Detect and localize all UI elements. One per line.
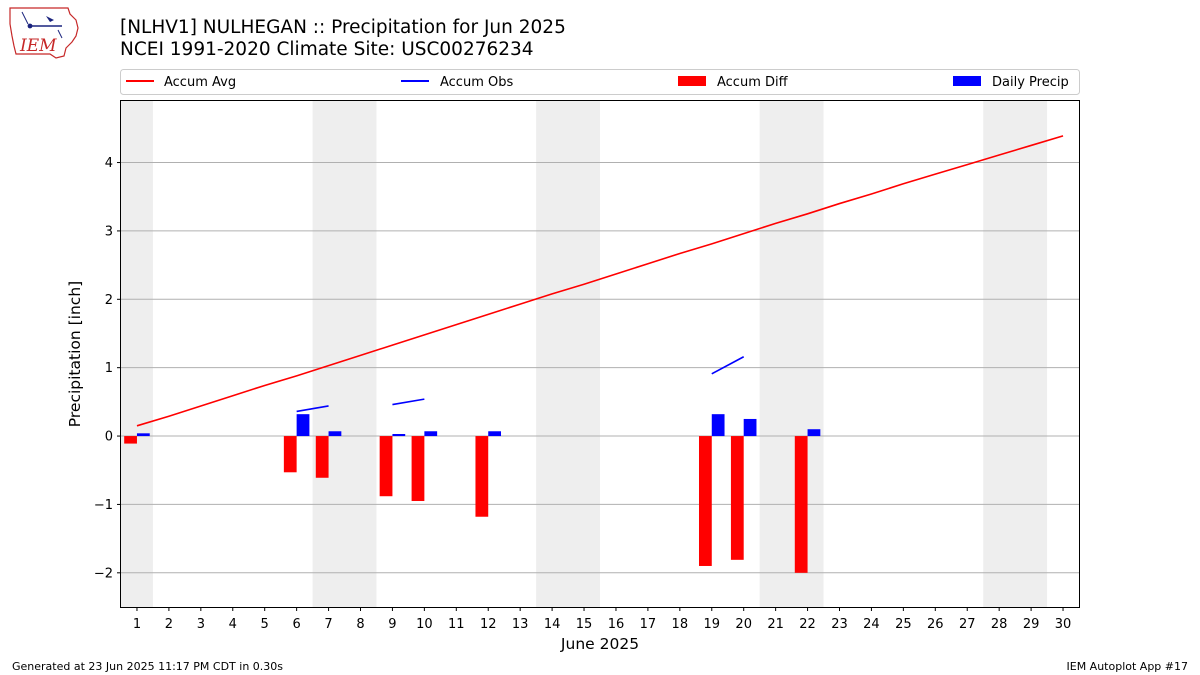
x-tick-label: 20: [735, 617, 752, 632]
chart-subtitle: NCEI 1991-2020 Climate Site: USC00276234: [120, 39, 534, 60]
legend-label-daily-precip: Daily Precip: [992, 75, 1069, 90]
x-tick-label: 17: [640, 617, 657, 632]
gridlines: [121, 162, 1079, 574]
accum-diff-bar: [315, 436, 329, 478]
legend-swatch-accum-diff: [678, 76, 706, 86]
x-tick-label: 15: [576, 617, 593, 632]
plot-area-frame: [120, 100, 1080, 608]
x-tick-label: 13: [512, 617, 529, 632]
legend: Accum Avg Accum Obs Accum Diff Daily Pre…: [120, 69, 1080, 95]
weekend-band: [759, 101, 824, 607]
legend-label-accum-diff: Accum Diff: [717, 75, 789, 90]
x-tick-label: 6: [292, 617, 300, 632]
x-tick-label: 28: [991, 617, 1008, 632]
x-tick-label: 19: [703, 617, 720, 632]
chart-title: [NLHV1] NULHEGAN :: Precipitation for Ju…: [120, 17, 566, 38]
x-tick-label: 18: [672, 617, 689, 632]
accum-diff-bar: [124, 436, 137, 444]
legend-frame: [120, 69, 1080, 95]
iem-logo-icon: IEM: [9, 7, 79, 59]
x-tick-label: 7: [324, 617, 332, 632]
legend-label-accum-avg: Accum Avg: [164, 75, 236, 90]
x-tick-label: 12: [480, 617, 497, 632]
weekend-band: [983, 101, 1048, 607]
x-tick-label: 1: [133, 617, 141, 632]
accum-avg-line: [136, 135, 1064, 427]
x-tick-label: 14: [544, 617, 561, 632]
accum-obs-line: [392, 398, 425, 406]
x-axis-label: June 2025: [560, 635, 639, 653]
legend-label-accum-obs: Accum Obs: [440, 75, 513, 90]
accum-diff-bar: [475, 436, 489, 517]
logo-text: IEM: [19, 36, 57, 56]
lines: [136, 135, 1064, 427]
y-tick-label: −1: [94, 498, 113, 513]
x-tick-label: 10: [416, 617, 433, 632]
y-axis-label: Precipitation [inch]: [66, 281, 84, 427]
accum-diff-bar: [379, 436, 393, 497]
weekend-band: [536, 101, 600, 607]
x-tick-label: 4: [229, 617, 237, 632]
y-tick-label: 0: [105, 430, 113, 445]
y-tick-label: 1: [105, 361, 113, 376]
x-tick-label: 25: [895, 617, 912, 632]
y-tick-label: −2: [94, 566, 113, 581]
accum-diff-bar: [698, 436, 712, 566]
y-tick-label: 3: [105, 224, 113, 239]
x-tick-label: 22: [799, 617, 816, 632]
accum-obs-line: [296, 405, 329, 413]
x-tick-label: 2: [165, 617, 173, 632]
weekend-band: [121, 101, 153, 607]
accum-diff-bar: [730, 436, 744, 560]
x-tick-label: 9: [388, 617, 396, 632]
legend-swatch-daily-precip: [953, 76, 981, 86]
x-tick-label: 8: [356, 617, 364, 632]
daily-precip-bar: [424, 431, 438, 437]
x-tick-label: 26: [927, 617, 944, 632]
x-tick-label: 27: [959, 617, 976, 632]
footer-generated-time: Generated at 23 Jun 2025 11:17 PM CDT in…: [12, 660, 284, 673]
daily-precip-bar: [743, 418, 757, 437]
x-tick-label: 24: [863, 617, 880, 632]
weekend-shading: [121, 101, 1048, 607]
x-tick-label: 11: [448, 617, 465, 632]
y-tick-label: 2: [105, 293, 113, 308]
x-tick-label: 16: [608, 617, 625, 632]
x-tick-label: 29: [1023, 617, 1040, 632]
footer-app-label: IEM Autoplot App #17: [1066, 660, 1189, 673]
x-tick-label: 5: [261, 617, 269, 632]
daily-precip-bar: [296, 414, 310, 437]
accum-diff-bar: [411, 436, 425, 502]
x-tick-label: 3: [197, 617, 205, 632]
daily-precip-bar: [328, 431, 342, 437]
x-tick-label: 30: [1055, 617, 1072, 632]
y-axis-ticks: −2 −1 0 1 2 3 4: [94, 156, 121, 581]
daily-precip-bar: [488, 431, 502, 437]
x-axis-ticks: 1 2 3 4 5 6 7 8 9 10 11 12 13 14 15 16 17 18 19 20 21 22 23 24 2…: [133, 607, 1071, 632]
accum-diff-bar: [794, 436, 808, 573]
daily-precip-bar: [807, 429, 821, 437]
y-tick-label: 4: [105, 156, 113, 171]
daily-precip-bar: [711, 414, 725, 437]
accum-diff-bar: [283, 436, 297, 473]
accum-obs-line: [711, 356, 745, 375]
daily-precip-bar: [392, 434, 406, 437]
x-tick-label: 23: [831, 617, 848, 632]
bars: [124, 414, 821, 573]
x-tick-label: 21: [767, 617, 784, 632]
daily-precip-bar: [136, 433, 150, 437]
